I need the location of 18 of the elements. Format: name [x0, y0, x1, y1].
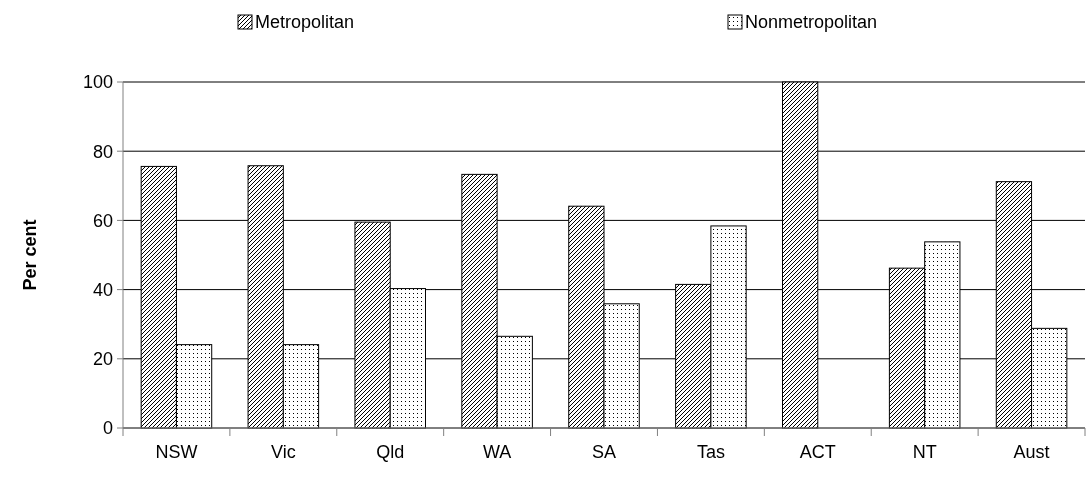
y-tick-label: 100: [82, 72, 113, 93]
y-tick-label: 60: [92, 210, 113, 231]
x-tick-label: Vic: [270, 442, 296, 462]
y-tick-label: 80: [92, 141, 113, 162]
y-tick-label: 0: [102, 418, 113, 439]
legend-label: Metropolitan: [255, 12, 355, 33]
x-tick-label: NT: [912, 442, 937, 462]
x-tick-label: ACT: [799, 442, 836, 462]
y-axis-title: Per cent: [20, 219, 40, 291]
x-tick-label: NSW: [155, 442, 198, 462]
x-tick-label: WA: [482, 442, 512, 462]
x-tick-label: Aust: [1013, 442, 1050, 462]
legend-label: Nonmetropolitan: [745, 12, 878, 33]
y-tick-label: 40: [92, 279, 113, 300]
x-tick-label: Tas: [696, 442, 725, 462]
y-tick-label: 20: [92, 349, 113, 370]
x-tick-label: SA: [591, 442, 617, 462]
x-tick-label: Qld: [376, 442, 405, 462]
